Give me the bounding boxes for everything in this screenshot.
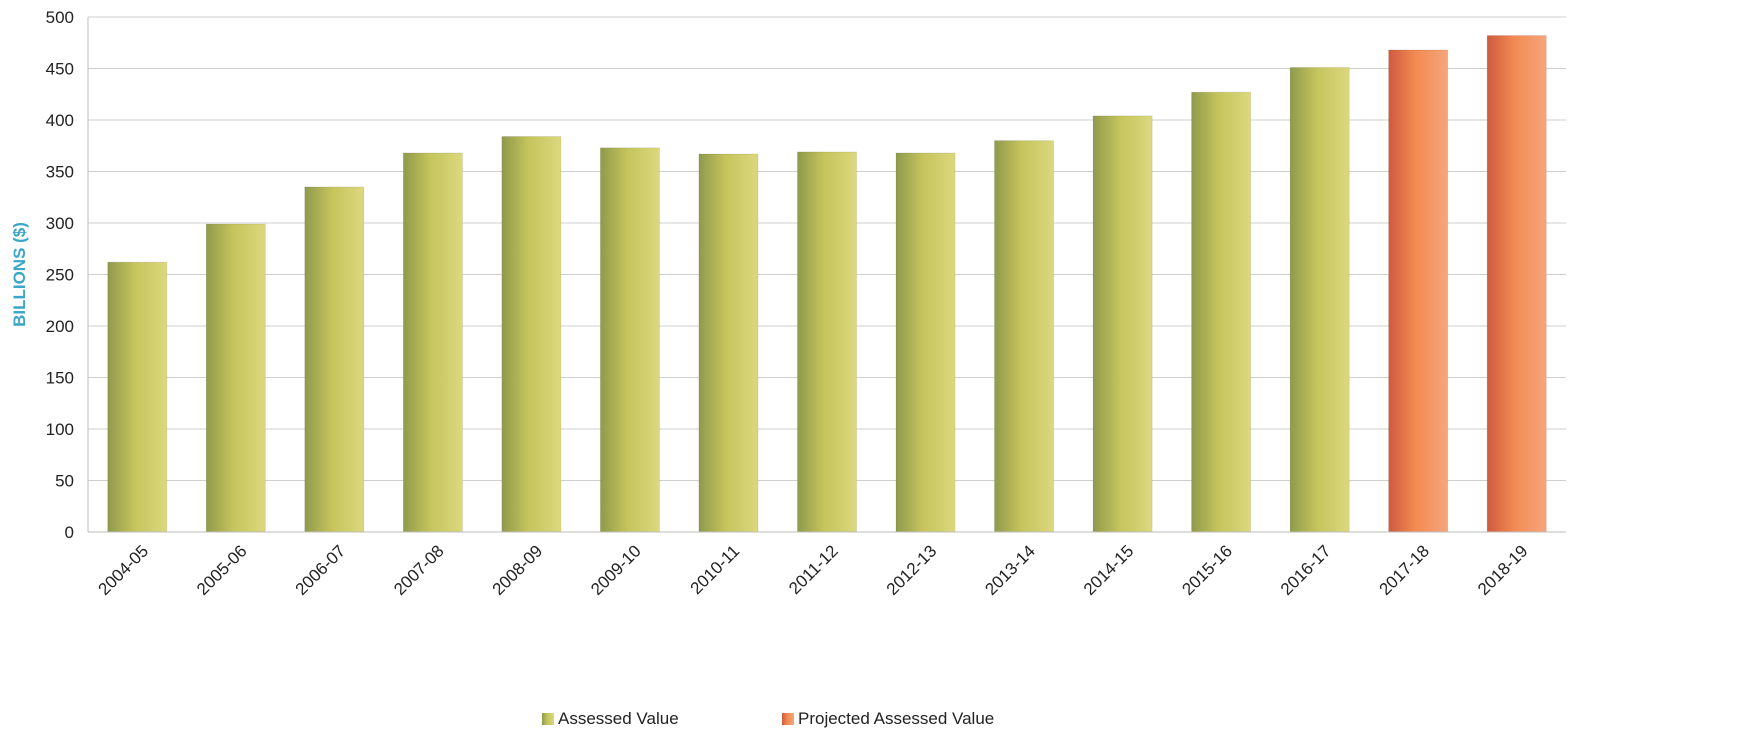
y-tick-label: 100: [46, 420, 74, 439]
assessed-value-bar: [205, 223, 266, 533]
y-axis-label: BILLIONS ($): [10, 222, 29, 327]
x-tick-label: 2007-08: [390, 541, 448, 599]
y-tick-label: 500: [46, 8, 74, 27]
bars: [107, 35, 1547, 533]
y-tick-label: 50: [55, 472, 74, 491]
legend-swatch-projected-assessed-value: [782, 713, 794, 725]
x-tick-label: 2010-11: [687, 541, 744, 598]
assessed-value-bar: [402, 152, 463, 533]
assessed-value-bar: [304, 186, 365, 533]
x-tick-label: 2014-15: [1080, 541, 1138, 599]
y-tick-label: 0: [65, 523, 74, 542]
y-tick-label: 250: [46, 266, 74, 285]
x-tick-label: 2015-16: [1178, 541, 1236, 599]
y-tick-label: 200: [46, 317, 74, 336]
assessed-value-bar: [895, 152, 956, 533]
x-tick-label: 2013-14: [981, 541, 1039, 599]
x-tick-label: 2009-10: [587, 541, 645, 599]
y-tick-label: 350: [46, 163, 74, 182]
y-tick-label: 400: [46, 111, 74, 130]
x-tick-label: 2006-07: [292, 541, 350, 599]
y-tick-label: 300: [46, 214, 74, 233]
x-tick-label: 2008-09: [489, 541, 547, 599]
x-tick-label: 2011-12: [785, 541, 842, 598]
x-tick-label: 2012-13: [883, 541, 941, 599]
projected-assessed-value-bar: [1486, 35, 1547, 533]
x-tick-label: 2005-06: [193, 541, 251, 599]
assessed-value-bar: [1092, 115, 1153, 533]
y-tick-label: 450: [46, 60, 74, 79]
legend-swatch-assessed-value: [542, 713, 554, 725]
assessed-value-bar: [698, 153, 759, 533]
x-tick-label: 2017-18: [1375, 541, 1433, 599]
y-tick-label: 150: [46, 369, 74, 388]
assessed-value-bar: [796, 151, 858, 533]
assessed-value-bar: [107, 261, 168, 533]
assessed-value-bar: [1289, 66, 1350, 533]
assessed-value-bar: [1191, 91, 1252, 533]
projected-assessed-value-bar: [1388, 49, 1449, 533]
assessed-value-bar: [599, 147, 660, 533]
assessed-value-bar: [501, 135, 562, 533]
legend-label-projected-assessed-value: Projected Assessed Value: [798, 709, 994, 728]
legend: Assessed Value Projected Assessed Value: [542, 709, 994, 728]
assessed-value-bar: [994, 140, 1055, 533]
x-tick-label: 2016-17: [1277, 541, 1335, 599]
x-tick-label: 2018-19: [1474, 541, 1532, 599]
x-tick-label: 2004-05: [95, 541, 153, 599]
legend-label-assessed-value: Assessed Value: [558, 709, 679, 728]
